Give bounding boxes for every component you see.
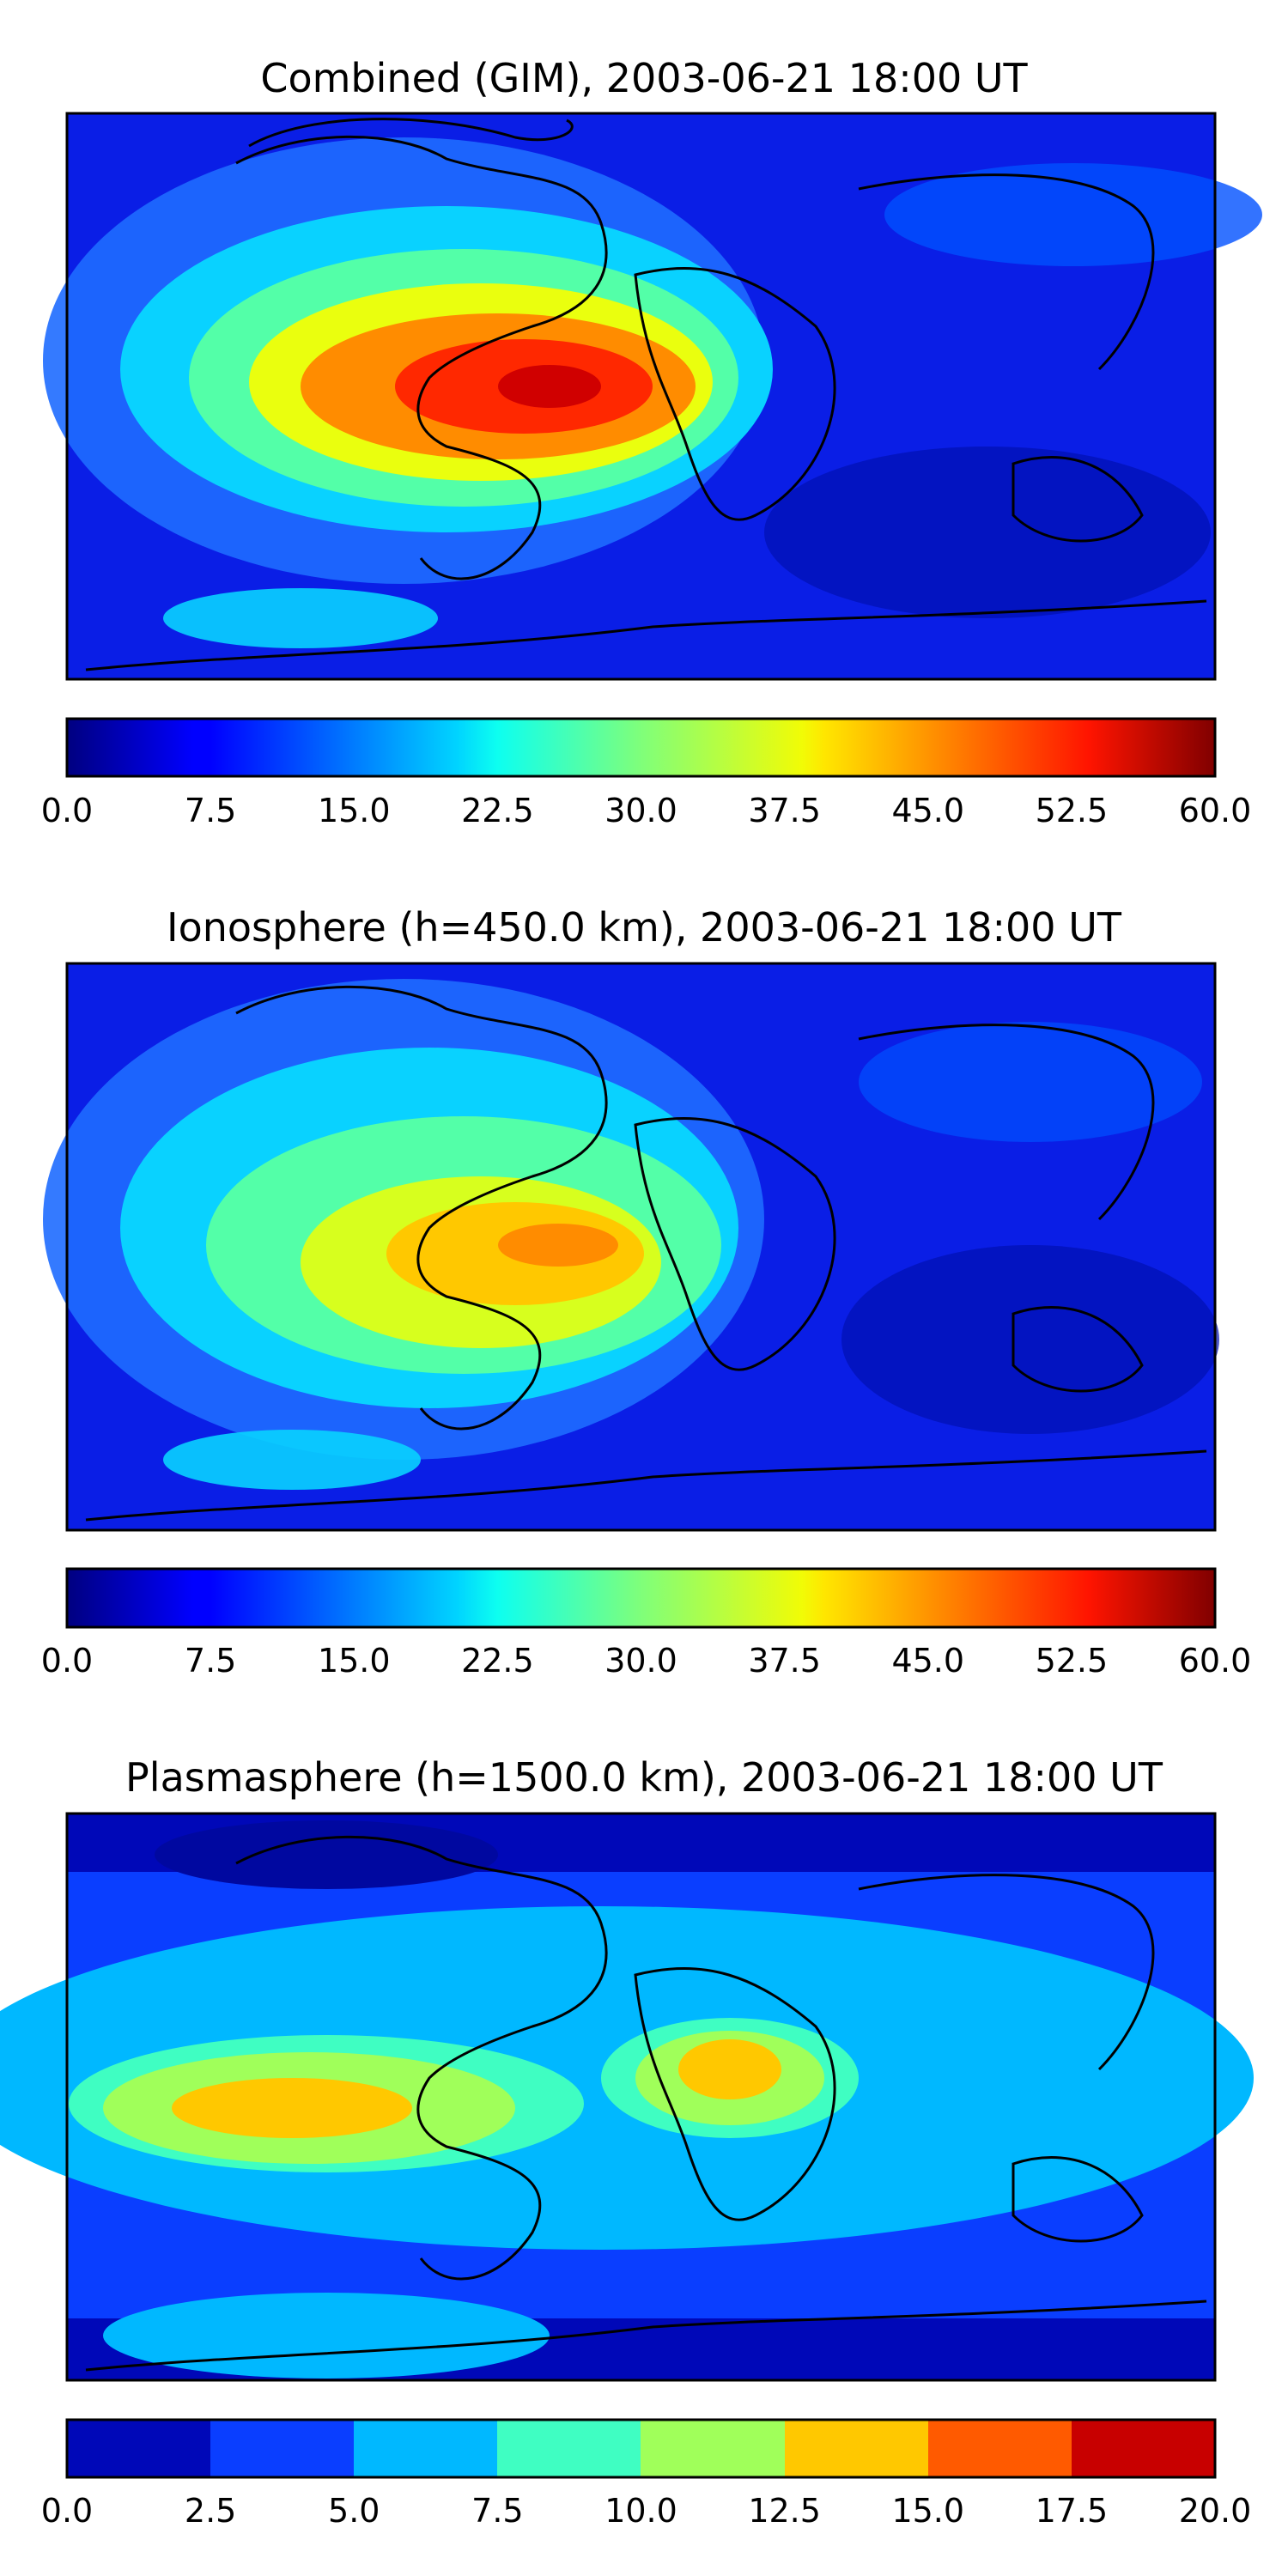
field-2 bbox=[43, 979, 1219, 1490]
colorbar-2-tick-7: 52.5 bbox=[1035, 1642, 1109, 1680]
colorbar-1-tick-4: 30.0 bbox=[605, 792, 677, 829]
chart-title-2: Ionosphere (h=450.0 km), 2003-06-21 18:0… bbox=[167, 904, 1121, 951]
coastlines-3 bbox=[85, 1835, 1207, 2372]
colorbar-2-tick-8: 60.0 bbox=[1178, 1642, 1252, 1680]
colorbar-1-tick-6: 45.0 bbox=[891, 792, 965, 829]
colorbar-3-tick-2: 5.0 bbox=[328, 2492, 380, 2530]
coastlines-1 bbox=[85, 118, 1207, 671]
coastlines-2 bbox=[85, 985, 1207, 1522]
colorbar-3-tick-4: 10.0 bbox=[605, 2492, 677, 2530]
map-2 bbox=[43, 962, 1219, 1532]
colorbar-1-tick-3: 22.5 bbox=[461, 792, 534, 829]
colorbar-2-tick-1: 7.5 bbox=[184, 1642, 237, 1680]
map-3 bbox=[0, 1812, 1254, 2382]
colorbar-2-tick-2: 15.0 bbox=[317, 1642, 391, 1680]
colorbar-3-tick-8: 20.0 bbox=[1178, 2492, 1252, 2530]
colorbar-1 bbox=[65, 717, 1217, 778]
colorbar-3 bbox=[65, 2418, 1217, 2479]
colorbar-3-tick-6: 15.0 bbox=[891, 2492, 965, 2530]
colorbar-1-tick-8: 60.0 bbox=[1178, 792, 1252, 829]
colorbar-1-tick-7: 52.5 bbox=[1035, 792, 1109, 829]
colorbar-2-tick-3: 22.5 bbox=[461, 1642, 534, 1680]
colorbar-3-tick-7: 17.5 bbox=[1035, 2492, 1109, 2530]
map-1 bbox=[43, 112, 1262, 681]
colorbar-3-tick-3: 7.5 bbox=[471, 2492, 524, 2530]
panel-2 bbox=[43, 962, 1219, 1629]
colorbar-1-tick-0: 0.0 bbox=[40, 792, 94, 829]
colorbar-2-tick-0: 0.0 bbox=[40, 1642, 94, 1680]
colorbar-3-tick-5: 12.5 bbox=[748, 2492, 821, 2530]
field-1 bbox=[43, 137, 1262, 648]
chart-title-3: Plasmasphere (h=1500.0 km), 2003-06-21 1… bbox=[125, 1754, 1163, 1801]
colorbar-3-tick-1: 2.5 bbox=[184, 2492, 237, 2530]
colorbar-1-tick-2: 15.0 bbox=[317, 792, 391, 829]
colorbar-2-tick-4: 30.0 bbox=[605, 1642, 677, 1680]
panel-1 bbox=[43, 112, 1262, 778]
colorbar-1-tick-1: 7.5 bbox=[184, 792, 237, 829]
colorbar-3-tick-0: 0.0 bbox=[40, 2492, 94, 2530]
colorbar-2-tick-5: 37.5 bbox=[748, 1642, 821, 1680]
colorbar-1-tick-5: 37.5 bbox=[748, 792, 821, 829]
chart-title-1: Combined (GIM), 2003-06-21 18:00 UT bbox=[260, 55, 1028, 101]
panel-3 bbox=[0, 1812, 1254, 2479]
colorbar-2-tick-6: 45.0 bbox=[891, 1642, 965, 1680]
colorbar-2 bbox=[65, 1567, 1217, 1629]
field-3 bbox=[0, 1820, 1254, 2379]
